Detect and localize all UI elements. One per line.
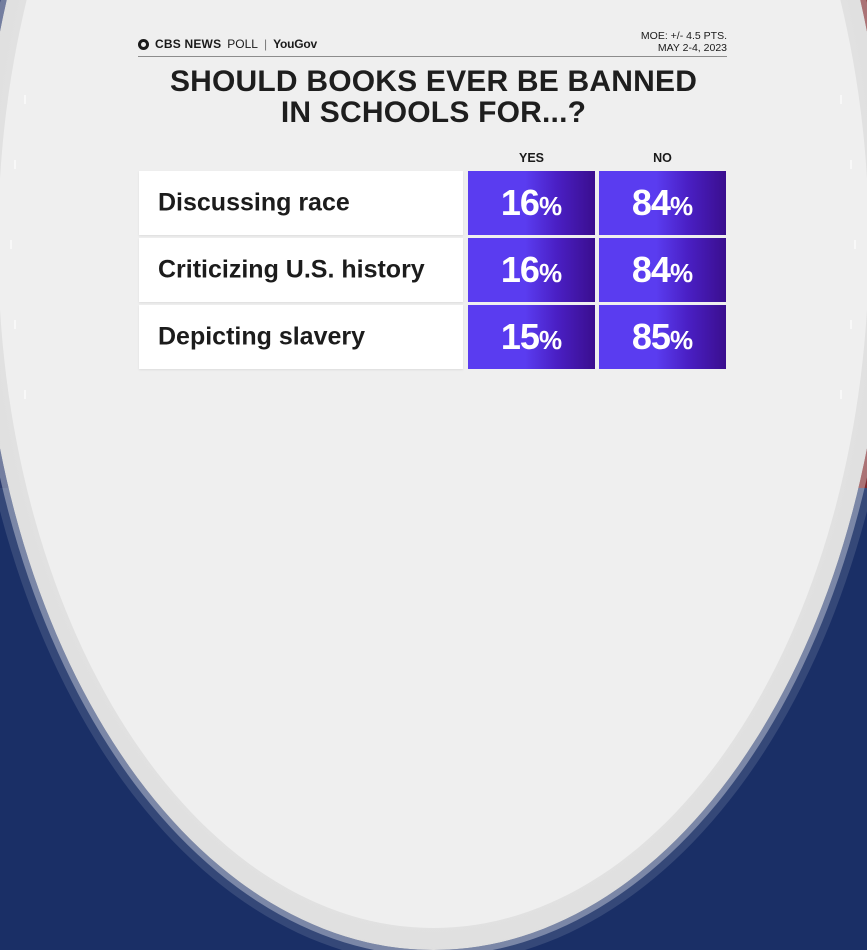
column-header-no: NO <box>653 151 672 165</box>
frame-tick <box>24 95 26 104</box>
poll-logo: CBS NEWS POLL | YouGov <box>138 37 317 51</box>
value-label: 85% <box>631 316 694 357</box>
cbs-eye-icon <box>138 38 149 50</box>
column-header-yes: YES <box>518 151 544 165</box>
row-label: Depicting slavery <box>139 305 463 369</box>
frame-tick <box>850 320 852 329</box>
moe-text: MOE: +/- 4.5 PTS. <box>640 30 727 42</box>
frame-tick <box>854 240 856 249</box>
frame-tick <box>840 390 842 399</box>
frame-tick <box>10 240 12 249</box>
value-label: 16% <box>500 182 563 223</box>
value-label: 15% <box>500 316 563 357</box>
row-label: Criticizing U.S. history <box>139 238 463 302</box>
row-label-text: Depicting slavery <box>158 322 366 351</box>
value-cell-no: 84% <box>599 238 726 302</box>
frame-tick <box>14 320 16 329</box>
title-line-1: SHOULD BOOKS EVER BE BANNED <box>169 65 698 98</box>
value-label: 16% <box>500 249 563 290</box>
frame-tick <box>850 160 852 169</box>
value-label: 84% <box>631 182 694 223</box>
chart-title: SHOULD BOOKS EVER BE BANNED IN SCHOOLS F… <box>0 66 867 128</box>
logo-separator: | <box>263 37 268 51</box>
header-divider <box>138 56 727 57</box>
row-label: Discussing race <box>139 171 463 235</box>
value-cell-no: 85% <box>599 305 726 369</box>
value-cell-yes: 16% <box>468 238 595 302</box>
poll-dates: MAY 2-4, 2023 <box>657 42 727 54</box>
value-label: 84% <box>631 249 694 290</box>
logo-cbs-text: CBS NEWS <box>155 37 222 51</box>
frame-tick <box>840 95 842 104</box>
margin-of-error: MOE: +/- 4.5 PTS. MAY 2-4, 2023 <box>641 30 727 54</box>
background-stage <box>0 0 867 928</box>
frame-tick <box>14 160 16 169</box>
row-label-text: Criticizing U.S. history <box>158 255 425 284</box>
logo-partner-text: YouGov <box>273 37 318 51</box>
row-label-text: Discussing race <box>158 188 350 217</box>
frame-tick <box>24 390 26 399</box>
logo-poll-text: POLL <box>227 37 258 51</box>
title-line-2: IN SCHOOLS FOR...? <box>280 96 587 129</box>
value-cell-yes: 15% <box>468 305 595 369</box>
value-cell-no: 84% <box>599 171 726 235</box>
value-cell-yes: 16% <box>468 171 595 235</box>
